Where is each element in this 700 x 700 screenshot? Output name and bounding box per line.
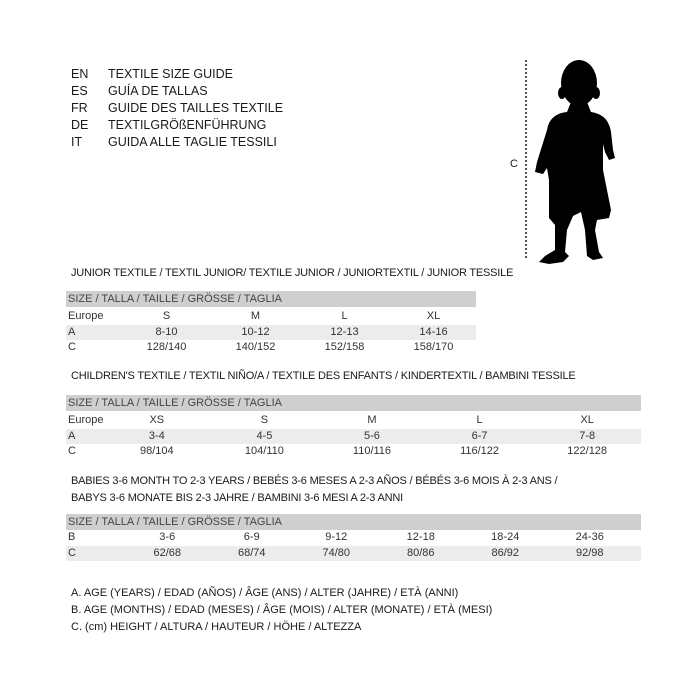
cell: 104/110 (244, 445, 284, 457)
table-row: A 8-10 10-12 12-13 14-16 (66, 324, 476, 340)
table-row: C 62/68 68/74 74/80 80/86 86/92 92/98 (66, 545, 641, 561)
lang-code: ES (71, 84, 88, 98)
babies-size-table: SIZE / TALLA / TAILLE / GRÖSSE / TAGLIA … (66, 514, 641, 561)
cell: 12-13 (330, 325, 359, 338)
junior-title: JUNIOR TEXTILE / TEXTIL JUNIOR/ TEXTILE … (71, 267, 514, 279)
legend: A. AGE (YEARS) / EDAD (AÑOS) / ÂGE (ANS)… (71, 585, 492, 636)
cell: 9-12 (325, 531, 348, 543)
children-title: CHILDREN'S TEXTILE / TEXTIL NIÑO/A / TEX… (71, 370, 576, 382)
size-header: SIZE / TALLA / TAILLE / GRÖSSE / TAGLIA (66, 395, 641, 411)
row-label: C (68, 546, 76, 559)
cell: M (367, 414, 377, 426)
lang-code: IT (71, 135, 83, 149)
cell: 92/98 (575, 546, 604, 559)
cell: 98/104 (139, 445, 174, 457)
lang-code: DE (71, 118, 89, 132)
table-row: B 3-6 6-9 9-12 12-18 18-24 24-36 (66, 530, 641, 546)
children-size-table: SIZE / TALLA / TAILLE / GRÖSSE / TAGLIA … (66, 395, 641, 460)
height-measure-label: C (510, 158, 518, 170)
lang-title: GUIDA ALLE TAGLIE TESSILI (108, 135, 277, 149)
legend-item-b: B. AGE (MONTHS) / EDAD (MESES) / ÂGE (MO… (71, 604, 493, 616)
cell: 86/92 (491, 546, 520, 559)
row-label: A (68, 325, 76, 338)
cell: XL (426, 310, 441, 322)
lang-title: GUÍA DE TALLAS (108, 84, 208, 98)
cell: M (250, 310, 261, 322)
cell: 8-10 (155, 325, 178, 338)
table-row: C 98/104 104/110 110/116 116/122 122/128 (66, 444, 641, 460)
cell: 12-18 (406, 531, 435, 543)
table-row: C 128/140 140/152 152/158 158/170 (66, 340, 476, 356)
size-header: SIZE / TALLA / TAILLE / GRÖSSE / TAGLIA (66, 291, 476, 307)
lang-title: TEXTILE SIZE GUIDE (108, 67, 234, 81)
cell: S (162, 310, 171, 322)
table-row: A 3-4 4-5 5-6 6-7 7-8 (66, 428, 641, 444)
table-row: Europe S M L XL (66, 309, 476, 325)
cell: 24-36 (575, 531, 604, 543)
cell: 152/158 (324, 341, 365, 353)
legend-item-c: C. (cm) HEIGHT / ALTURA / HAUTEUR / HÖHE… (71, 621, 362, 633)
lang-title: GUIDE DES TAILLES TEXTILE (108, 101, 284, 115)
cell: L (476, 414, 483, 426)
baby-silhouette-icon (535, 60, 615, 264)
row-label: C (68, 445, 76, 457)
cell: 128/140 (146, 341, 187, 353)
row-label: C (68, 341, 76, 353)
cell: 80/86 (406, 546, 435, 559)
cell: 116/122 (460, 445, 500, 457)
junior-size-table: SIZE / TALLA / TAILLE / GRÖSSE / TAGLIA … (66, 291, 476, 356)
cell: S (260, 414, 269, 426)
row-label: Europe (68, 310, 104, 322)
cell: 3-6 (159, 531, 176, 543)
cell: 5-6 (364, 429, 380, 442)
cell: 6-7 (471, 429, 488, 442)
size-header: SIZE / TALLA / TAILLE / GRÖSSE / TAGLIA (66, 514, 641, 530)
cell: 10-12 (241, 325, 270, 338)
legend-item-a: A. AGE (YEARS) / EDAD (AÑOS) / ÂGE (ANS)… (71, 587, 459, 599)
cell: 18-24 (491, 531, 520, 543)
cell: 110/116 (352, 445, 392, 457)
row-label: Europe (68, 414, 104, 426)
cell: 6-9 (243, 531, 260, 543)
cell: 158/170 (413, 341, 454, 353)
cell: XS (149, 414, 165, 426)
lang-code: FR (71, 101, 88, 115)
cell: 4-5 (256, 429, 273, 442)
cell: 7-8 (579, 429, 596, 442)
babies-title-line2: BABYS 3-6 MONATE BIS 2-3 JAHRE / BAMBINI… (71, 492, 403, 504)
cell: L (341, 310, 348, 322)
cell: 74/80 (322, 546, 351, 559)
cell: 3-4 (148, 429, 165, 442)
cell: 140/152 (235, 341, 276, 353)
cell: XL (580, 414, 594, 426)
lang-code: EN (71, 67, 89, 81)
cell: 122/128 (567, 445, 608, 457)
row-label: A (68, 429, 76, 442)
table-row: Europe XS S M L XL (66, 413, 641, 429)
lang-title: TEXTILGRÖßENFÜHRUNG (108, 118, 267, 132)
row-label: B (68, 531, 76, 543)
cell: 14-16 (419, 325, 448, 338)
cell: 68/74 (237, 546, 266, 559)
height-measure-line (525, 60, 527, 258)
cell: 62/68 (153, 546, 182, 559)
babies-title-line1: BABIES 3-6 MONTH TO 2-3 YEARS / BEBÉS 3-… (71, 475, 558, 487)
